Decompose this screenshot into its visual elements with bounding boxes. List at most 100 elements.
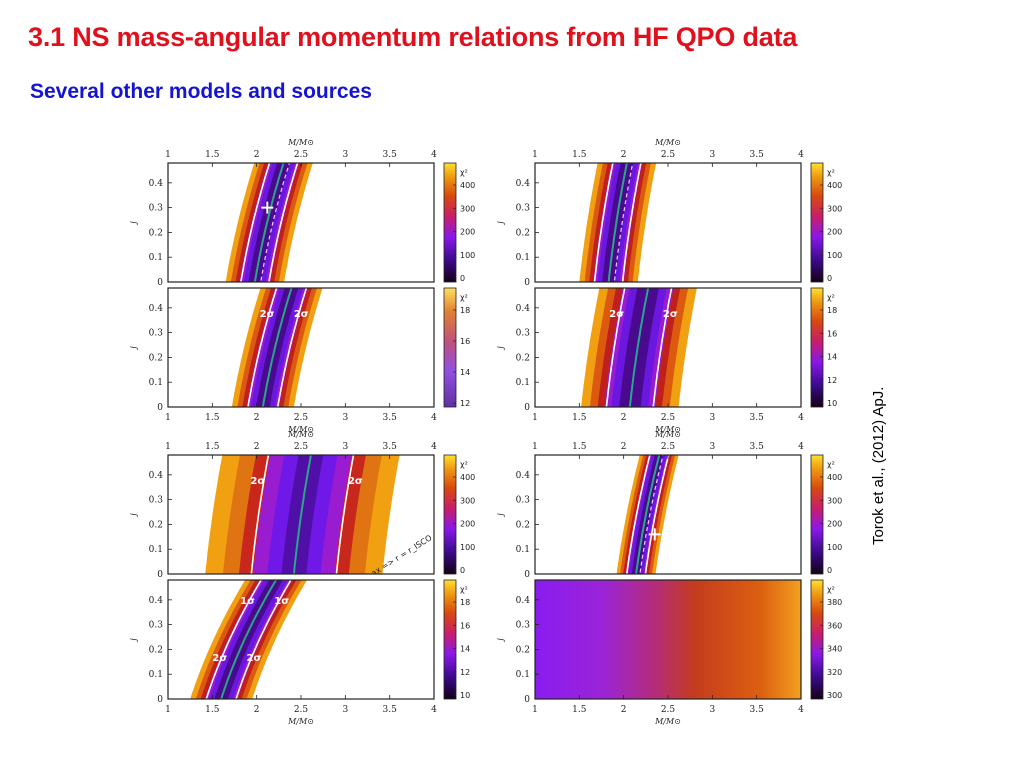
chart-panel-bottom-right-upper: 0 0.1 0.2 0.3 0.4 j 1 1.5 2 2.5 3 3.5 4 M/M⊙ 0 100 200 30… xyxy=(496,430,842,580)
colorbar-tick-label: 18 xyxy=(460,598,470,607)
colorbar-label: χ² xyxy=(827,460,835,469)
colorbar-tick-label: 100 xyxy=(827,251,842,260)
colorbar xyxy=(810,579,824,700)
x-axis-label: M/M⊙ xyxy=(654,138,681,147)
confidence-contour xyxy=(605,288,626,407)
x-tick-label: 4 xyxy=(798,413,804,423)
x-axis-label: M/M⊙ xyxy=(287,430,314,439)
colorbar-tick-label: 300 xyxy=(460,204,475,213)
best-fit-relation xyxy=(607,163,628,282)
x-tick-label: 2.5 xyxy=(661,442,676,452)
x-tick-label: 1 xyxy=(165,150,171,160)
y-axis-label: j xyxy=(496,346,505,351)
confidence-contour xyxy=(652,288,673,407)
y-tick-label: 0 xyxy=(524,403,530,413)
x-tick-label: 3 xyxy=(342,442,348,452)
y-tick-label: 0.4 xyxy=(516,596,531,606)
y-tick-label: 0.4 xyxy=(516,304,531,314)
best-fit-relation xyxy=(292,455,312,574)
colorbar-tick-label: 16 xyxy=(827,329,837,338)
x-tick-label: 3 xyxy=(709,442,715,452)
colorbar-label: χ² xyxy=(827,585,835,594)
x-tick-label: 4 xyxy=(431,413,437,423)
y-tick-label: 0.3 xyxy=(149,496,164,506)
x-axis-label: M/M⊙ xyxy=(287,425,314,434)
confidence-contour xyxy=(335,455,355,574)
x-tick-label: 2.5 xyxy=(661,413,676,423)
y-tick-label: 0.2 xyxy=(516,645,530,655)
x-tick-label: 2.5 xyxy=(661,150,676,160)
colorbar-label: χ² xyxy=(460,585,468,594)
x-tick-label: 1.5 xyxy=(572,442,587,452)
y-tick-label: 0.1 xyxy=(516,545,530,555)
x-tick-label: 1.5 xyxy=(205,150,220,160)
colorbar-tick-label: 200 xyxy=(460,228,475,237)
x-tick-label: 3.5 xyxy=(383,705,398,715)
y-tick-label: 0.1 xyxy=(149,253,163,263)
colorbar-label: χ² xyxy=(460,293,468,302)
best-fit-relation xyxy=(635,455,661,574)
colorbar-tick-label: 0 xyxy=(460,566,465,575)
dashed-relation xyxy=(639,455,664,574)
sigma-label: 2σ xyxy=(260,309,275,320)
colorbar-label: χ² xyxy=(460,460,468,469)
y-tick-label: 0.3 xyxy=(516,204,531,214)
dashed-relation xyxy=(613,163,634,282)
colorbar-tick-label: 12 xyxy=(827,376,837,385)
colorbar-tick-label: 14 xyxy=(460,645,470,654)
colorbar-tick-label: 12 xyxy=(460,668,470,677)
confidence-contour xyxy=(235,580,292,699)
confidence-contour xyxy=(205,580,263,699)
y-tick-label: 0.2 xyxy=(149,228,163,238)
colorbar-tick-label: 10 xyxy=(827,399,837,408)
confidence-contour xyxy=(276,288,308,407)
x-tick-label: 3 xyxy=(342,413,348,423)
colorbar-tick-label: 300 xyxy=(827,691,842,700)
x-tick-label: 2.5 xyxy=(661,705,676,715)
x-tick-label: 3.5 xyxy=(750,442,765,452)
colorbar xyxy=(443,579,457,700)
chi2-band-layer xyxy=(619,288,659,407)
colorbar-tick-label: 360 xyxy=(827,621,842,630)
colorbar-tick-label: 100 xyxy=(460,251,475,260)
y-tick-label: 0.1 xyxy=(516,378,530,388)
x-axis-label: M/M⊙ xyxy=(654,425,681,434)
x-tick-label: 4 xyxy=(431,705,437,715)
y-tick-label: 0.2 xyxy=(149,353,163,363)
chi2-band-layer xyxy=(248,163,290,282)
x-tick-label: 2.5 xyxy=(294,150,309,160)
x-tick-label: 1.5 xyxy=(205,442,220,452)
y-tick-label: 0.3 xyxy=(149,204,164,214)
y-axis-label: j xyxy=(496,513,505,518)
colorbar-tick-label: 18 xyxy=(460,306,470,315)
chart-panel-top-left-upper: 0 0.1 0.2 0.3 0.4 j 1 1.5 2 2.5 3 3.5 4 M/M⊙ 0 100 200 30… xyxy=(129,138,475,288)
colorbar-tick-label: 340 xyxy=(827,645,842,654)
colorbar-tick-label: 200 xyxy=(460,520,475,529)
x-tick-label: 2 xyxy=(254,413,260,423)
y-tick-label: 0.4 xyxy=(149,471,164,481)
x-tick-label: 3.5 xyxy=(383,442,398,452)
x-tick-label: 1.5 xyxy=(572,150,587,160)
y-tick-label: 0.1 xyxy=(516,670,530,680)
x-tick-label: 2 xyxy=(254,442,260,452)
best-fit-relation xyxy=(628,288,650,407)
y-axis-label: j xyxy=(129,346,138,351)
y-tick-label: 0 xyxy=(524,278,530,288)
x-tick-label: 2.5 xyxy=(294,442,309,452)
y-tick-label: 0 xyxy=(157,278,163,288)
x-axis-label: M/M⊙ xyxy=(287,138,314,147)
x-tick-label: 1.5 xyxy=(205,705,220,715)
y-tick-label: 0.4 xyxy=(149,179,164,189)
chart-panel-top-right-lower: 2σ 2σ 0 0.1 0.2 0.3 0.4 j 1 1.5 2 2.5 3 3.5 4 M/M⊙ 10 12 1… xyxy=(496,287,837,434)
x-tick-label: 2 xyxy=(621,150,627,160)
slide-subtitle: Several other models and sources xyxy=(30,80,372,103)
y-axis-label: j xyxy=(129,638,138,643)
colorbar-tick-label: 0 xyxy=(827,274,832,283)
slide-title: 3.1 NS mass-angular momentum relations f… xyxy=(28,22,798,52)
best-fit-marker xyxy=(648,528,661,541)
y-tick-label: 0.3 xyxy=(516,496,531,506)
colorbar xyxy=(810,287,824,408)
y-tick-label: 0 xyxy=(157,695,163,705)
x-tick-label: 1 xyxy=(165,413,171,423)
x-tick-label: 2.5 xyxy=(294,705,309,715)
